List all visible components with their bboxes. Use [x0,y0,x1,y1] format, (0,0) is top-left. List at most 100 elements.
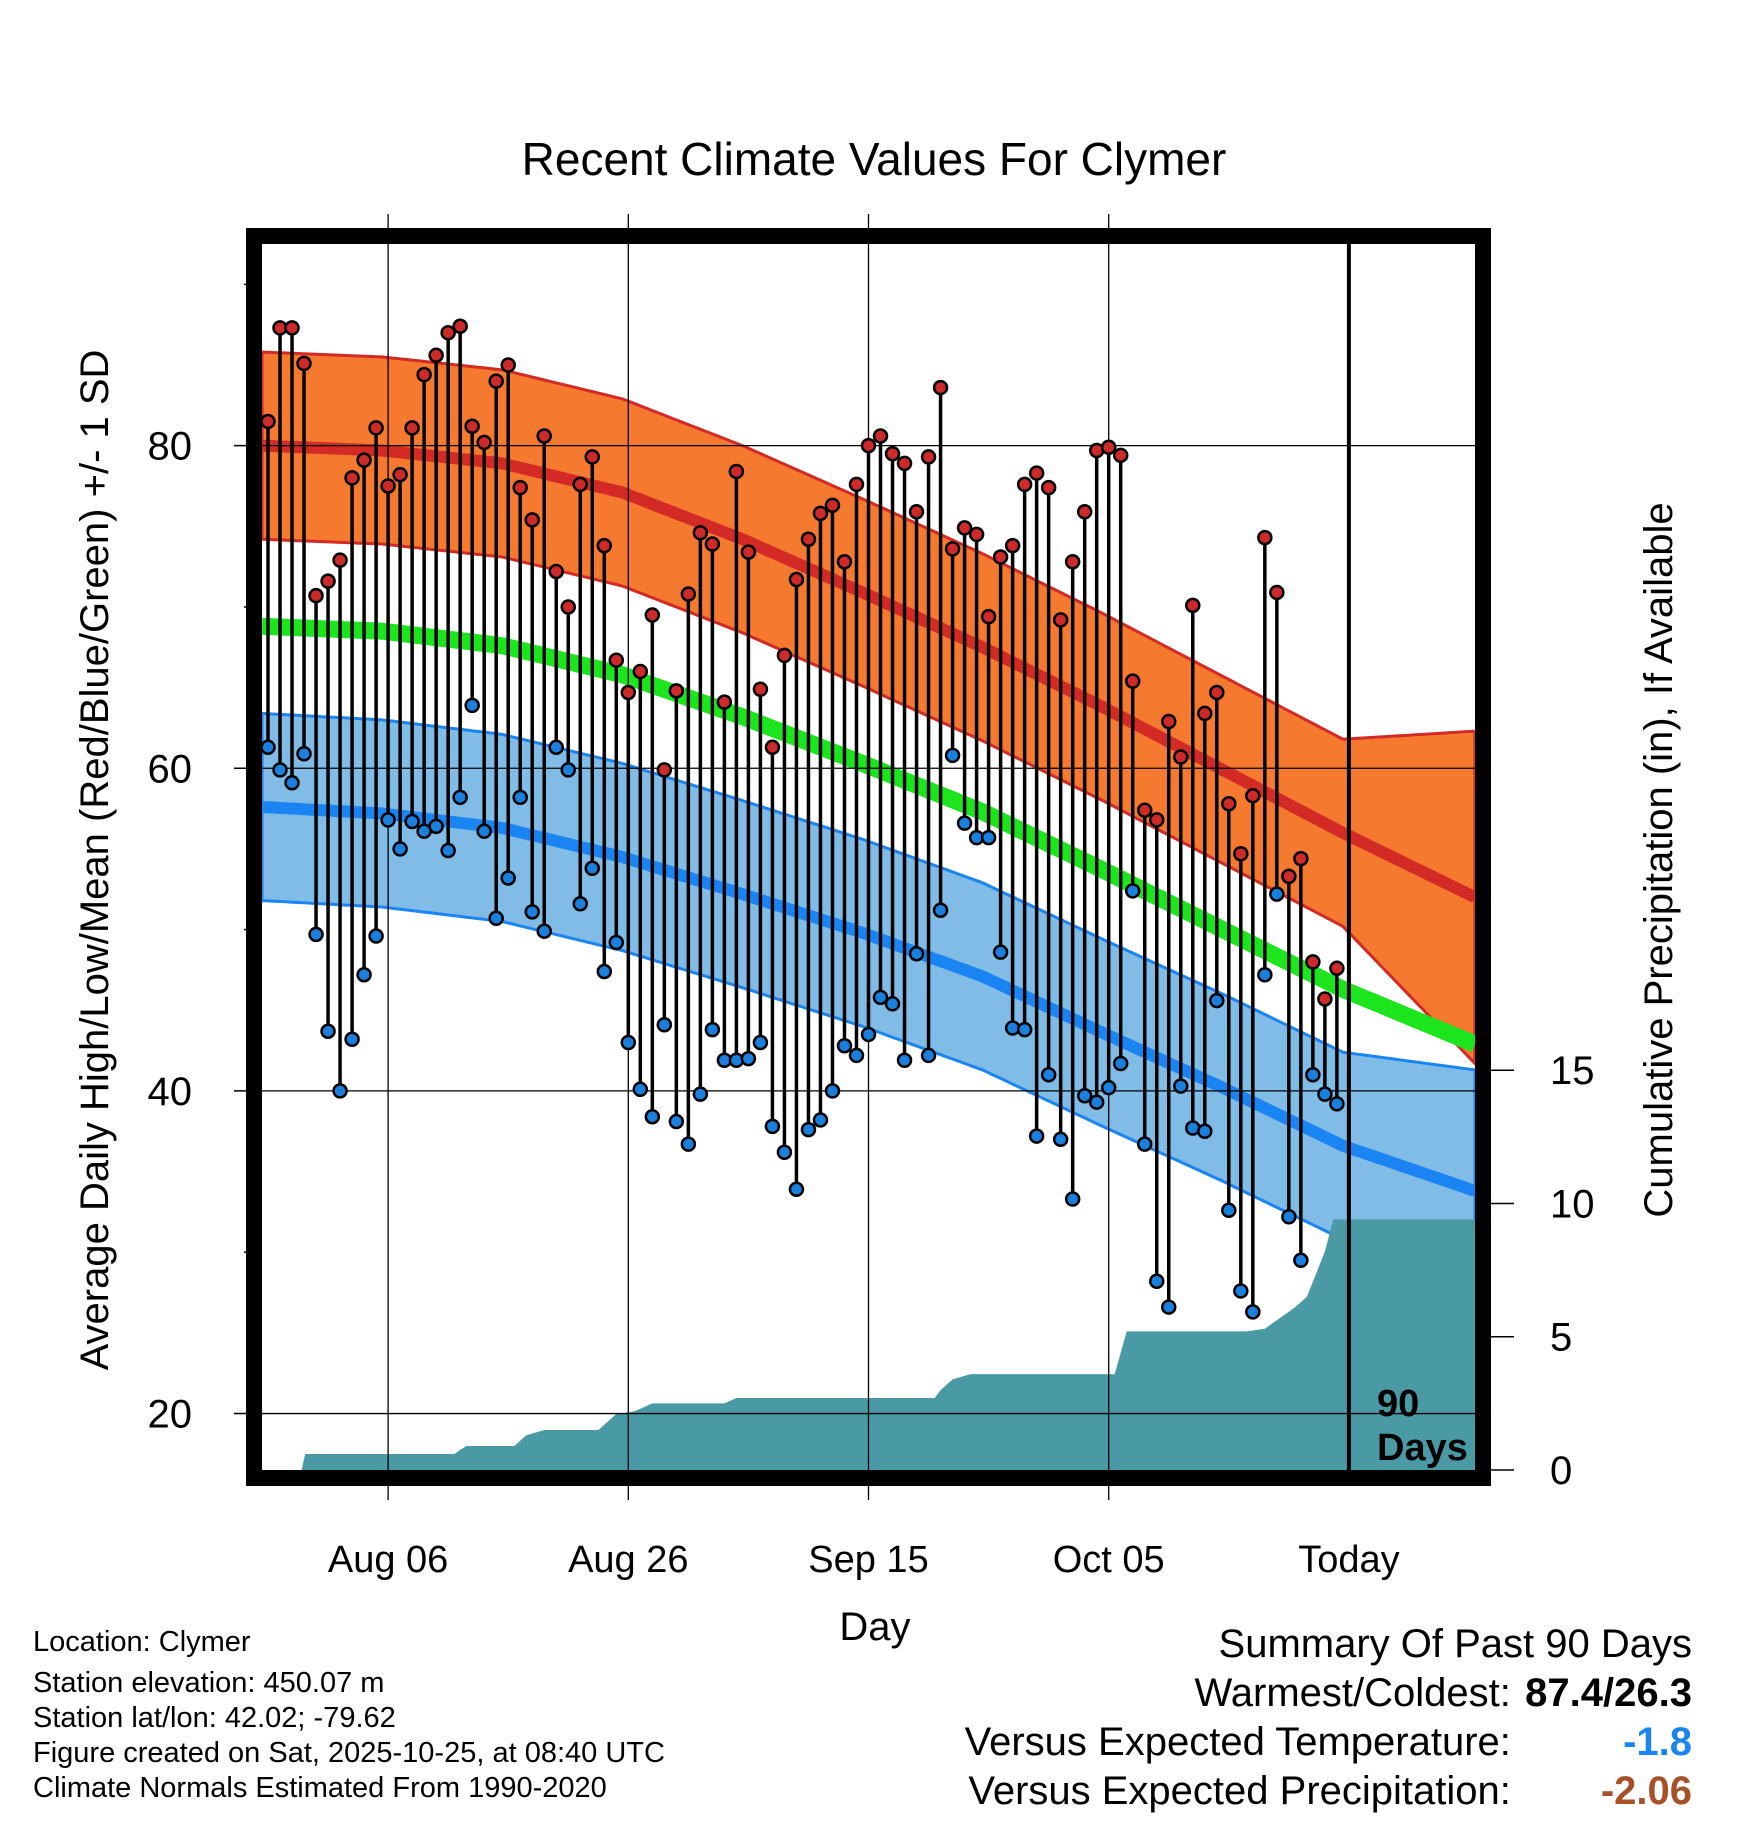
daily-low-point [632,1081,649,1098]
daily-high-point [1160,713,1177,730]
daily-low-point [512,789,528,806]
daily-high-point [944,541,961,557]
daily-low-point [1064,1191,1081,1207]
daily-low-point [1317,1086,1333,1102]
daily-low-point [980,829,997,846]
daily-low-point [764,1118,781,1135]
precip-departure-row: Versus Expected Precipitation: -2.06 [965,1767,1692,1816]
daily-low-point [1052,1131,1069,1148]
daily-low-point [1329,1096,1345,1112]
daily-high-point [1173,749,1189,765]
daily-high-point [1076,504,1093,520]
daily-low-point [392,841,408,857]
y-tick-label: 40 [148,1070,193,1114]
daily-low-point [1245,1304,1261,1320]
daily-low-point [1221,1202,1237,1219]
daily-high-point [368,420,384,436]
daily-high-point [356,452,372,468]
daily-high-point [428,347,444,364]
daily-high-point [1052,612,1069,628]
daily-high-point [632,663,649,680]
daily-high-point [1197,705,1213,722]
y2-tick-label: 5 [1550,1316,1572,1360]
daily-low-point [1305,1067,1321,1083]
daily-high-point [728,463,745,480]
daily-low-point [332,1083,348,1099]
daily-low-point [944,747,961,764]
daily-low-point [1209,992,1225,1009]
daily-high-point [548,563,564,580]
daily-high-point [920,449,937,465]
daily-high-point [1004,537,1021,554]
daily-high-point [836,554,853,570]
daily-high-point [332,552,348,568]
daily-high-point [980,608,997,625]
daily-low-point [488,910,504,927]
daily-low-point [620,1034,637,1051]
daily-high-point [404,420,420,436]
daily-low-point [476,823,492,839]
daily-low-point [284,775,300,791]
daily-low-point [704,1021,721,1038]
daily-high-point [764,739,781,756]
warm-cold-value: 87.4/26.3 [1525,1671,1692,1715]
daily-low-point [1076,1087,1093,1104]
daily-high-point [560,599,577,615]
x-tick-label: Today [1298,1539,1399,1581]
daily-high-point [932,379,949,396]
daily-low-point [956,815,973,831]
daily-low-point [776,1144,793,1160]
daily-low-point [1281,1208,1297,1225]
daily-low-point [752,1034,769,1051]
daily-high-point [788,571,805,588]
daily-high-point [1016,476,1033,493]
daily-low-point [884,996,901,1012]
daily-high-point [452,318,468,335]
daily-high-point [1317,991,1333,1007]
daily-high-point [1293,850,1309,867]
y-tick-label: 60 [148,747,193,791]
daily-high-point [488,373,504,389]
daily-low-point [584,860,601,877]
daily-low-point [1173,1078,1189,1094]
daily-high-point [1281,868,1297,885]
daily-high-point [476,434,492,451]
daily-low-point [1136,1136,1153,1152]
daily-high-point [896,455,913,472]
daily-high-point [260,413,276,430]
daily-low-point [836,1037,853,1054]
latlon-text: Station lat/lon: 42.02; -79.62 [33,1702,396,1734]
plot-frame [246,228,1491,1486]
daily-low-point [680,1136,697,1152]
daily-high-point [596,537,613,554]
daily-high-point [536,428,552,444]
y-axis-label: Average Daily High/Low/Mean (Red/Blue/Gr… [73,350,117,1371]
daily-high-point [620,684,637,701]
daily-low-point [992,944,1009,960]
plot-area: 20 40 60 80 0 5 10 15 Aug 06 Aug 26 Sep 15 Oct 05 To… [148,214,1595,1581]
daily-high-point [1257,529,1273,546]
daily-low-point [356,967,372,983]
daily-low-point [896,1052,913,1069]
daily-high-point [1136,802,1153,818]
y2-tick-label: 0 [1550,1449,1572,1493]
daily-low-point [908,946,925,962]
daily-high-point [1305,954,1321,970]
daily-low-point [548,739,564,756]
daily-high-point [1221,796,1237,812]
daily-high-point [524,512,540,528]
daily-low-point [596,963,613,980]
daily-high-point [872,428,889,444]
daily-low-point [536,923,552,939]
daily-high-point [572,476,589,493]
normals-text: Climate Normals Estimated From 1990-2020 [33,1772,607,1804]
daily-high-point [800,531,817,547]
daily-high-point [776,647,793,664]
daily-low-point [464,697,480,714]
daily-high-point [512,479,528,496]
daily-low-point [1293,1252,1309,1269]
daily-high-point [380,478,396,494]
daily-low-point [848,1047,865,1064]
daily-high-point [812,505,829,522]
